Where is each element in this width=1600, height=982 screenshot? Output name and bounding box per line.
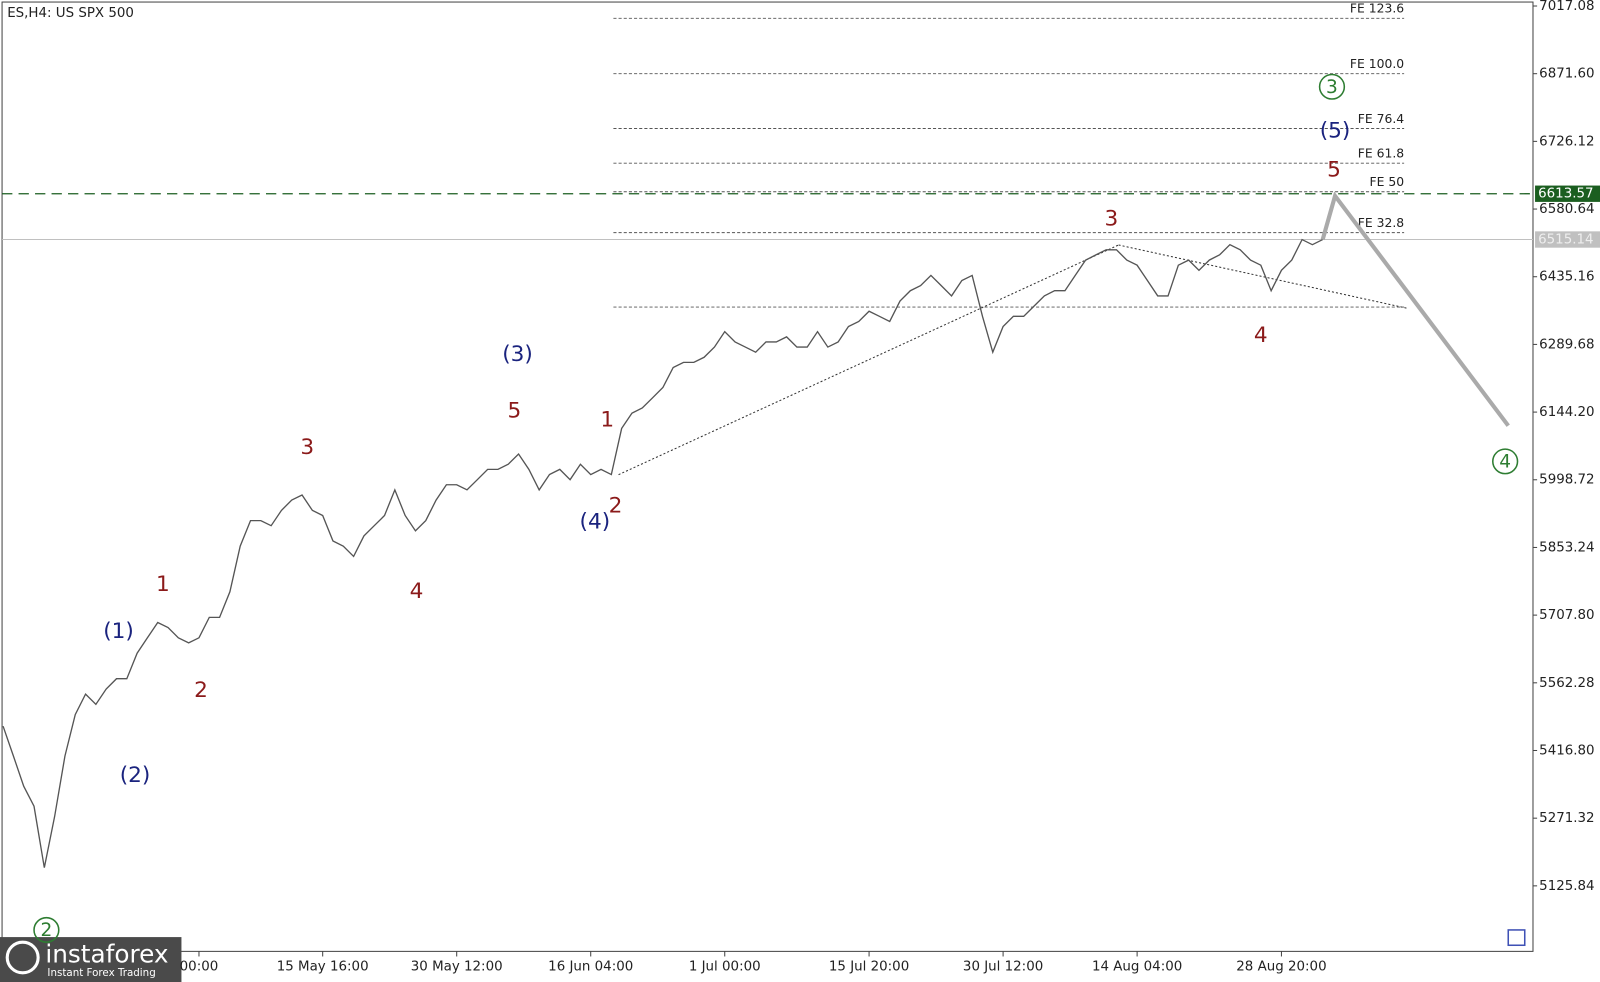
y-tick-label: 5707.80 [1539, 608, 1594, 623]
x-tick-label: 30 Jul 12:00 [963, 960, 1043, 975]
price-tag [1535, 185, 1600, 202]
wave-circle [1318, 73, 1346, 100]
plot-frame [1, 1, 1534, 952]
wave-label: 3 [1326, 77, 1338, 98]
wave-label: 4 [1254, 323, 1268, 348]
y-tick-label: 7017.08 [1539, 0, 1594, 14]
wave-label: (5) [1320, 119, 1351, 144]
wave-label: 2 [609, 493, 623, 518]
level-label: FE 32.8 [1358, 216, 1404, 230]
trend-line [618, 244, 1119, 476]
x-tick-label: 30 May 12:00 [411, 960, 503, 975]
x-tick-label: 00:00 [180, 960, 219, 975]
logo-name: instaforex [45, 940, 168, 969]
wave-label: 2 [40, 920, 52, 941]
wave-circle [33, 916, 60, 943]
y-tick-label: 6289.68 [1539, 337, 1594, 352]
level-label: FE 61.8 [1358, 147, 1404, 161]
level-label: FE 100.0 [1350, 57, 1404, 71]
price-tag-label: 6515.14 [1538, 233, 1593, 248]
level-label: FE 50 [1370, 175, 1405, 189]
x-tick-label: 1 Jul 00:00 [689, 960, 761, 975]
wave-label: 5 [508, 398, 522, 423]
y-tick-label: 5416.80 [1539, 744, 1594, 759]
chart-title: ES,H4: US SPX 500 [7, 6, 134, 21]
wave-label: (2) [120, 763, 151, 788]
wave-label: 4 [410, 579, 424, 604]
projection [1320, 191, 1510, 427]
y-tick-label: 6144.20 [1539, 405, 1594, 420]
x-tick-label: 15 Jul 20:00 [829, 960, 909, 975]
level-label: FE 123.6 [1350, 2, 1404, 16]
y-tick-label: 5998.72 [1539, 473, 1594, 488]
logo: instaforex Instant Forex Trading [0, 937, 182, 982]
y-tick-label: 6580.64 [1539, 202, 1594, 217]
x-tick-label: 16 Jun 04:00 [548, 960, 633, 975]
price-tag [1535, 231, 1600, 248]
toolbar-icon[interactable] [1507, 929, 1526, 947]
price-tag-label: 6613.57 [1538, 187, 1593, 202]
wave-label: 3 [300, 435, 314, 460]
wave-label: 1 [156, 572, 170, 597]
wave-label: 2 [194, 678, 208, 703]
y-tick-label: 6871.60 [1539, 67, 1594, 82]
wave-label: 1 [600, 408, 614, 433]
logo-tagline: Instant Forex Trading [47, 967, 155, 979]
wave-label: 3 [1104, 207, 1118, 232]
wave-label: (3) [502, 342, 533, 367]
x-tick-label: 28 Aug 20:00 [1236, 960, 1326, 975]
y-tick-label: 5271.32 [1539, 811, 1594, 826]
y-tick-label: 6435.16 [1539, 270, 1594, 285]
y-tick-label: 6726.12 [1539, 134, 1594, 149]
level-label: FE 76.4 [1358, 112, 1405, 126]
y-tick-label: 5562.28 [1539, 676, 1594, 691]
x-tick-label: 15 May 16:00 [277, 960, 369, 975]
x-tick-label: 14 Aug 04:00 [1092, 960, 1182, 975]
wave-label: (4) [580, 510, 611, 535]
y-tick-label: 5853.24 [1539, 540, 1594, 555]
y-tick-label: 5125.84 [1539, 879, 1594, 894]
wave-label: 4 [1499, 451, 1511, 472]
price-line-series [2, 238, 1323, 868]
wave-circle [1492, 448, 1519, 475]
logo-icon [5, 940, 40, 975]
wave-label: 5 [1327, 158, 1341, 183]
wave-label: (1) [103, 619, 134, 644]
